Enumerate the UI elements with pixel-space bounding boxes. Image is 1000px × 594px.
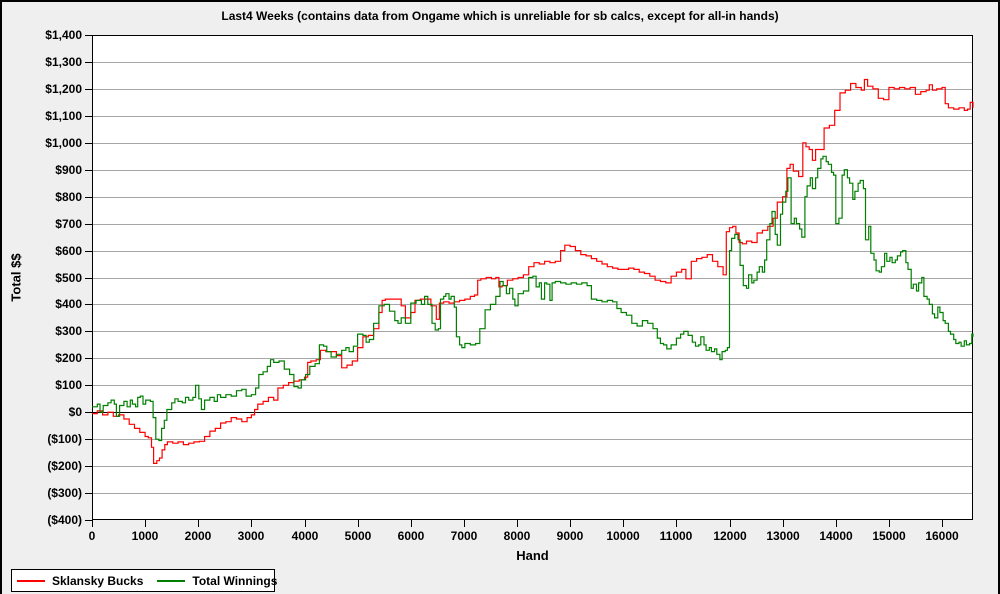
x-tick-label: 15000 [872,529,906,543]
y-tick-label: $400 [55,297,82,311]
x-tick-label: 13000 [766,529,800,543]
plot-border [92,35,973,520]
x-tick-label: 2000 [184,529,212,543]
y-tick-label: $1,100 [45,109,82,123]
y-tick-label: $700 [55,217,82,231]
x-axis-title: Hand [516,548,549,563]
y-tick-label: $1,200 [45,82,82,96]
legend-entry-sklansky-bucks: Sklansky Bucks [17,574,157,588]
sklansky-bucks-line [92,78,974,464]
x-tick-label: 0 [88,529,96,543]
y-tick-label: $900 [55,163,82,177]
x-tick-label: 6000 [397,529,425,543]
green-line-swatch [157,579,186,582]
x-tick-label: 9000 [556,529,584,543]
y-tick-label: ($200) [47,459,82,473]
y-tick-label: $600 [55,244,82,258]
x-tick-label: 11000 [659,529,693,543]
x-tick-label: 12000 [713,529,747,543]
y-tick-label: ($100) [47,432,82,446]
x-tick-label: 16000 [925,529,959,543]
x-tick-label: 3000 [237,529,265,543]
y-tick-label: $1,400 [45,28,82,42]
y-tick-label: $1,000 [45,136,82,150]
x-tick-label: 7000 [450,529,478,543]
x-tick-label: 5000 [344,529,372,543]
legend: Sklansky Bucks Total Winnings [11,569,277,592]
y-tick-label: ($300) [47,486,82,500]
legend-entry-total-winnings: Total Winnings [157,574,291,588]
y-tick-label: $0 [68,405,82,419]
legend-label: Total Winnings [192,573,278,588]
y-tick-label: ($400) [47,513,82,527]
x-tick-label: 8000 [503,529,531,543]
x-tick-label: 10000 [606,529,640,543]
y-tick-label: $1,300 [45,55,82,69]
x-tick-label: 14000 [819,529,853,543]
x-tick-label: 1000 [131,529,159,543]
x-tick-label: 4000 [291,529,319,543]
legend-label: Sklansky Bucks [52,573,144,588]
y-tick-label: $800 [55,190,82,204]
total-winnings-line [92,155,974,442]
y-tick-label: $500 [55,271,82,285]
y-tick-label: $300 [55,324,82,338]
y-tick-label: $200 [55,351,82,365]
y-tick-label: $100 [55,378,82,392]
chart-title: Last4 Weeks (contains data from Ongame w… [221,9,779,23]
red-line-swatch [17,579,45,582]
